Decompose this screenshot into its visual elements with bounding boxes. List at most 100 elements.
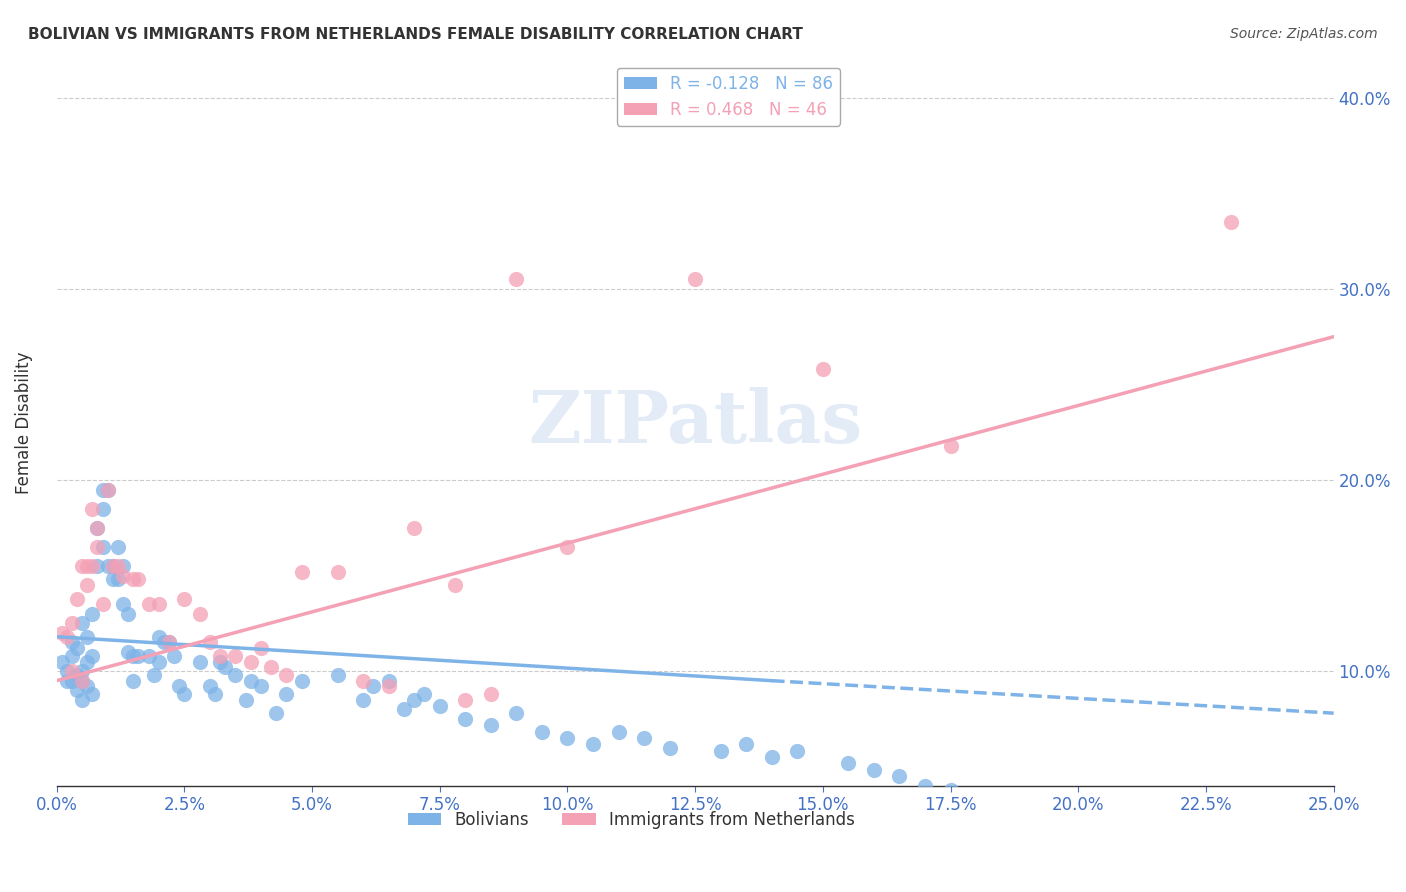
Point xyxy=(86,559,108,574)
Point xyxy=(111,568,134,582)
Point xyxy=(163,648,186,663)
Point xyxy=(91,501,114,516)
Point xyxy=(70,616,93,631)
Point xyxy=(404,521,426,535)
Point xyxy=(76,680,98,694)
Point xyxy=(582,737,605,751)
Point xyxy=(250,680,273,694)
Point xyxy=(122,573,145,587)
Point xyxy=(444,578,467,592)
Point xyxy=(633,731,655,745)
Point xyxy=(122,673,145,688)
Point xyxy=(70,673,93,688)
Point xyxy=(82,687,104,701)
Point xyxy=(239,655,262,669)
Legend: Bolivians, Immigrants from Netherlands: Bolivians, Immigrants from Netherlands xyxy=(401,805,862,836)
Point xyxy=(505,272,527,286)
Point xyxy=(117,645,139,659)
Point xyxy=(863,764,886,778)
Point xyxy=(138,597,160,611)
Point xyxy=(76,630,98,644)
Point xyxy=(97,559,120,574)
Point xyxy=(326,668,349,682)
Point xyxy=(167,680,190,694)
Point xyxy=(404,693,426,707)
Point xyxy=(239,673,262,688)
Point xyxy=(429,698,451,713)
Point xyxy=(66,683,89,698)
Point xyxy=(70,693,93,707)
Point xyxy=(204,687,226,701)
Y-axis label: Female Disability: Female Disability xyxy=(15,351,32,494)
Point xyxy=(352,693,374,707)
Point xyxy=(173,687,195,701)
Point xyxy=(413,687,436,701)
Point xyxy=(291,673,314,688)
Point xyxy=(1220,215,1243,229)
Point xyxy=(209,655,232,669)
Point xyxy=(66,668,89,682)
Point xyxy=(76,578,98,592)
Point xyxy=(122,648,145,663)
Point xyxy=(454,693,477,707)
Point xyxy=(454,712,477,726)
Point xyxy=(557,731,579,745)
Point xyxy=(138,648,160,663)
Point xyxy=(101,573,124,587)
Point xyxy=(70,559,93,574)
Point xyxy=(127,573,149,587)
Point xyxy=(173,591,195,606)
Point xyxy=(76,559,98,574)
Point xyxy=(939,782,962,797)
Point xyxy=(117,607,139,621)
Point xyxy=(786,744,808,758)
Point xyxy=(276,668,298,682)
Point xyxy=(1017,794,1039,808)
Point xyxy=(479,687,502,701)
Point xyxy=(479,717,502,731)
Point xyxy=(557,540,579,554)
Point xyxy=(198,680,221,694)
Point xyxy=(157,635,180,649)
Point xyxy=(939,439,962,453)
Point xyxy=(198,635,221,649)
Point xyxy=(148,655,170,669)
Point xyxy=(91,540,114,554)
Point xyxy=(111,559,134,574)
Point xyxy=(56,664,79,678)
Point xyxy=(148,597,170,611)
Point xyxy=(392,702,415,716)
Point xyxy=(530,725,553,739)
Point xyxy=(377,680,399,694)
Point xyxy=(127,648,149,663)
Point xyxy=(735,737,758,751)
Point xyxy=(101,559,124,574)
Point xyxy=(761,750,783,764)
Point xyxy=(97,483,120,497)
Point xyxy=(60,616,83,631)
Point xyxy=(86,540,108,554)
Point xyxy=(76,655,98,669)
Point xyxy=(250,641,273,656)
Point xyxy=(607,725,630,739)
Point xyxy=(209,648,232,663)
Point xyxy=(188,607,211,621)
Point xyxy=(107,559,129,574)
Point xyxy=(60,664,83,678)
Point xyxy=(107,540,129,554)
Point xyxy=(224,648,246,663)
Point xyxy=(889,769,911,783)
Point xyxy=(377,673,399,688)
Point xyxy=(363,680,385,694)
Point xyxy=(86,521,108,535)
Point xyxy=(60,635,83,649)
Point xyxy=(235,693,257,707)
Point xyxy=(66,591,89,606)
Point xyxy=(264,706,287,721)
Point xyxy=(291,565,314,579)
Point xyxy=(157,635,180,649)
Point xyxy=(51,626,73,640)
Text: BOLIVIAN VS IMMIGRANTS FROM NETHERLANDS FEMALE DISABILITY CORRELATION CHART: BOLIVIAN VS IMMIGRANTS FROM NETHERLANDS … xyxy=(28,27,803,42)
Point xyxy=(101,559,124,574)
Point xyxy=(56,630,79,644)
